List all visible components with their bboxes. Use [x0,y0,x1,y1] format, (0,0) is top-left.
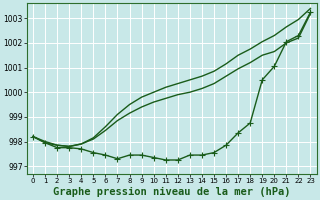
X-axis label: Graphe pression niveau de la mer (hPa): Graphe pression niveau de la mer (hPa) [53,186,291,197]
